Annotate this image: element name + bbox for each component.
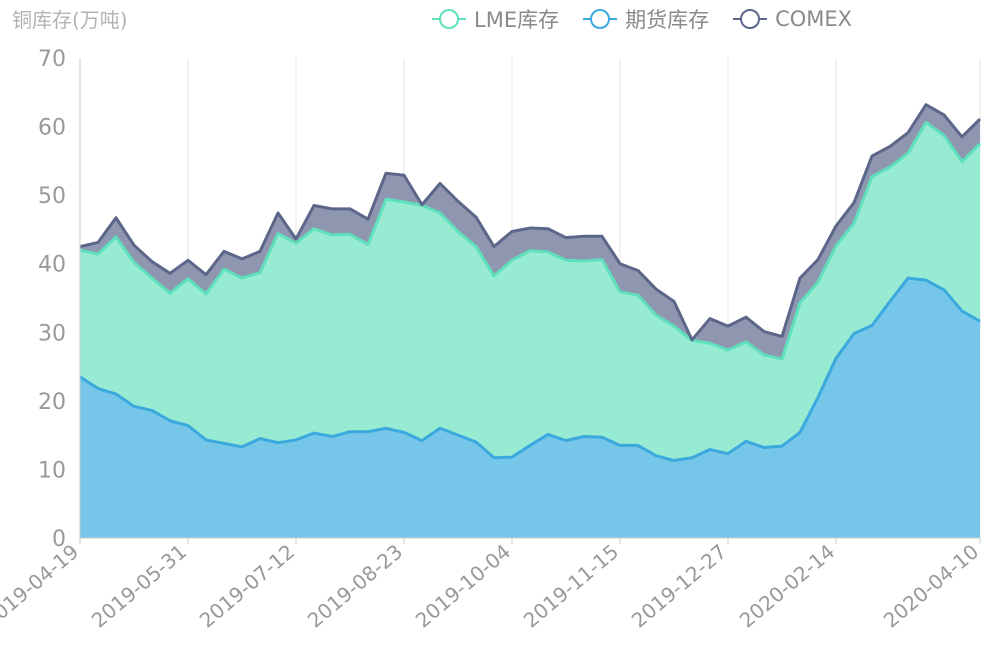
area-COMEX [80,104,980,360]
line-LME库存 [79,120,982,361]
x-tick-label-4: 2019-10-04 [411,539,515,632]
x-tick-label-6: 2019-12-27 [627,539,731,632]
legend-marker-icon [583,9,618,29]
y-tick-label-50: 50 [38,184,66,209]
line-期货库存 [79,276,981,463]
legend-item-COMEX[interactable]: COMEX [731,7,852,31]
legend-marker-icon [432,9,466,29]
y-tick-label-60: 60 [38,116,66,141]
y-tick-label-40: 40 [38,253,66,278]
y-tick-label-20: 20 [38,390,66,415]
chart-legend: LME库存 期货库存 COMEX [430,4,852,34]
y-tick-label-70: 70 [38,47,66,72]
y-tick-label-10: 10 [38,458,66,483]
x-tick-label-5: 2019-11-15 [519,539,623,632]
area-LME库存 [80,122,980,461]
x-tick-label-1: 2019-05-31 [87,539,191,632]
x-tick-label-3: 2019-08-23 [303,539,407,632]
y-tick-label-0: 0 [52,527,66,552]
x-tick-label-0: 2019-04-19 [0,539,83,632]
legend-label: 期货库存 [625,8,710,32]
x-tick-label-8: 2020-04-10 [879,539,983,632]
y-axis-unit-label: 铜库存(万吨) [12,8,128,32]
x-tick-label-2: 2019-07-12 [195,539,299,632]
legend-label: LME库存 [474,8,560,32]
legend-label: COMEX [775,7,853,31]
legend-marker-icon [733,9,768,29]
line-COMEX [79,103,982,342]
x-tick-label-7: 2020-02-14 [735,539,839,632]
legend-item-期货库存[interactable]: 期货库存 [581,4,709,34]
area-期货库存 [80,278,980,538]
y-tick-label-30: 30 [38,321,66,346]
legend-item-LME库存[interactable]: LME库存 [430,4,559,34]
